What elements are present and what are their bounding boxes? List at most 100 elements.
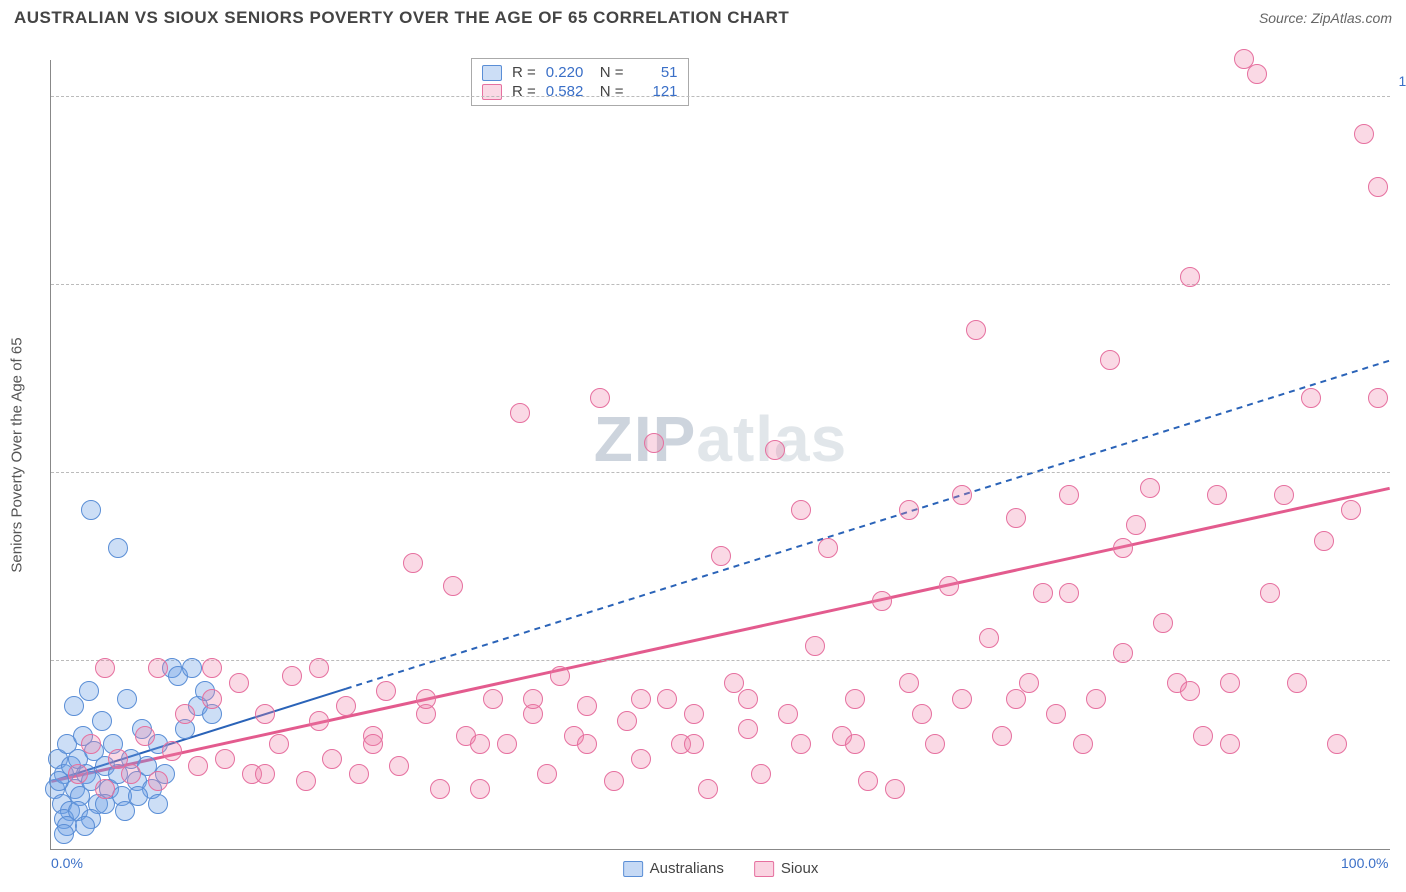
data-point [550, 666, 570, 686]
data-point [1100, 350, 1120, 370]
data-point [282, 666, 302, 686]
data-point [1113, 643, 1133, 663]
data-point [1247, 64, 1267, 84]
legend-swatch [623, 861, 643, 877]
legend-swatch [482, 84, 502, 100]
chart-container: AUSTRALIAN VS SIOUX SENIORS POVERTY OVER… [0, 0, 1406, 892]
data-point [684, 704, 704, 724]
legend-r-label: R = [512, 83, 536, 100]
data-point [363, 734, 383, 754]
data-point [215, 749, 235, 769]
data-point [765, 440, 785, 460]
legend-n-label: N = [600, 83, 624, 100]
data-point [818, 538, 838, 558]
legend-row: R =0.220N =51 [482, 63, 678, 82]
data-point [992, 726, 1012, 746]
x-tick-label: 100.0% [1341, 855, 1388, 871]
data-point [925, 734, 945, 754]
data-point [1046, 704, 1066, 724]
grid-line [51, 660, 1390, 661]
data-point [202, 689, 222, 709]
data-point [845, 734, 865, 754]
data-point [81, 500, 101, 520]
data-point [537, 764, 557, 784]
data-point [349, 764, 369, 784]
data-point [1220, 673, 1240, 693]
data-point [939, 576, 959, 596]
legend-label: Australians [650, 860, 724, 877]
data-point [966, 320, 986, 340]
trend-line-dashed [346, 361, 1390, 689]
legend-r-value: 0.220 [546, 64, 590, 81]
data-point [188, 756, 208, 776]
data-point [175, 704, 195, 724]
series-legend: Australians Sioux [623, 860, 819, 877]
data-point [182, 658, 202, 678]
x-tick-label: 0.0% [51, 855, 83, 871]
data-point [617, 711, 637, 731]
data-point [148, 794, 168, 814]
data-point [1059, 583, 1079, 603]
y-axis-title: Seniors Poverty Over the Age of 65 [9, 337, 26, 572]
data-point [1341, 500, 1361, 520]
data-point [1113, 538, 1133, 558]
data-point [148, 658, 168, 678]
data-point [1274, 485, 1294, 505]
data-point [805, 636, 825, 656]
legend-r-label: R = [512, 64, 536, 81]
legend-row: R = 0.582 N = 121 [482, 82, 678, 101]
data-point [483, 689, 503, 709]
data-point [54, 824, 74, 844]
data-point [1220, 734, 1240, 754]
data-point [858, 771, 878, 791]
data-point [470, 779, 490, 799]
data-point [229, 673, 249, 693]
data-point [872, 591, 892, 611]
data-point [845, 689, 865, 709]
data-point [604, 771, 624, 791]
legend-item: Australians [623, 860, 724, 877]
data-point [1260, 583, 1280, 603]
legend-label: Sioux [781, 860, 819, 877]
data-point [376, 681, 396, 701]
data-point [68, 764, 88, 784]
data-point [470, 734, 490, 754]
data-point [1287, 673, 1307, 693]
data-point [1327, 734, 1347, 754]
data-point [778, 704, 798, 724]
data-point [590, 388, 610, 408]
grid-line [51, 472, 1390, 473]
data-point [117, 689, 137, 709]
data-point [738, 689, 758, 709]
plot-area: ZIPatlas Seniors Poverty Over the Age of… [50, 60, 1390, 850]
data-point [296, 771, 316, 791]
data-point [269, 734, 289, 754]
data-point [1314, 531, 1334, 551]
data-point [1301, 388, 1321, 408]
data-point [979, 628, 999, 648]
legend-r-value: 0.582 [546, 83, 590, 100]
data-point [128, 786, 148, 806]
data-point [443, 576, 463, 596]
data-point [1368, 177, 1388, 197]
data-point [322, 749, 342, 769]
legend-n-value: 121 [634, 83, 678, 100]
data-point [912, 704, 932, 724]
data-point [952, 485, 972, 505]
data-point [523, 689, 543, 709]
data-point [95, 779, 115, 799]
data-point [162, 741, 182, 761]
data-point [1207, 485, 1227, 505]
data-point [1180, 267, 1200, 287]
data-point [135, 726, 155, 746]
chart-title: AUSTRALIAN VS SIOUX SENIORS POVERTY OVER… [14, 8, 789, 28]
legend-n-value: 51 [634, 64, 678, 81]
data-point [1033, 583, 1053, 603]
data-point [698, 779, 718, 799]
data-point [95, 658, 115, 678]
data-point [336, 696, 356, 716]
data-point [791, 734, 811, 754]
legend-item: Sioux [754, 860, 819, 877]
trend-lines-layer [51, 60, 1390, 849]
data-point [1140, 478, 1160, 498]
